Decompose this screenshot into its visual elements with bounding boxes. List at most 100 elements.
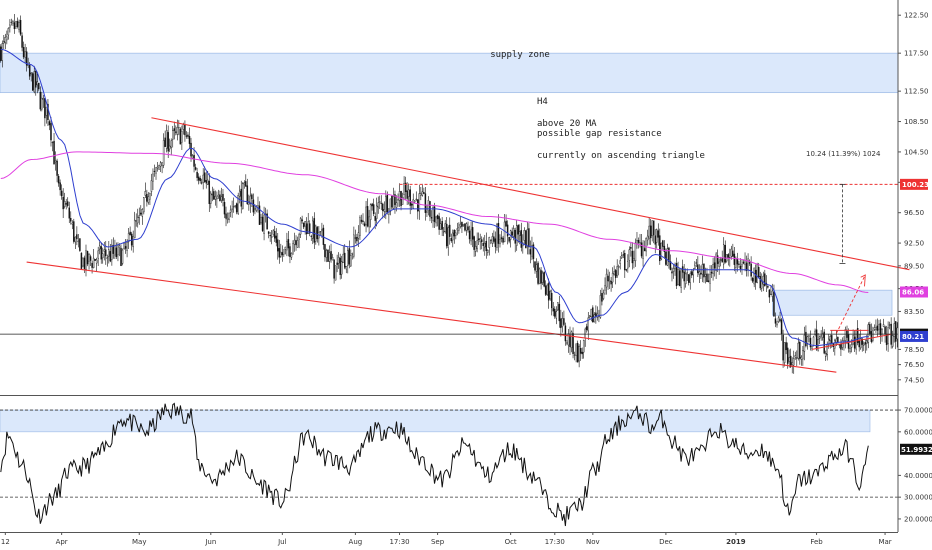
candle-body — [392, 196, 395, 209]
candle-body — [21, 35, 23, 48]
candle-body — [718, 261, 720, 267]
candle-body — [554, 308, 556, 317]
candle-body — [95, 259, 98, 264]
candle-body — [646, 235, 649, 241]
rsi-line — [0, 402, 869, 527]
candle-body — [894, 321, 897, 342]
candle-body — [709, 273, 711, 284]
candle-body — [837, 337, 839, 343]
candle-body — [558, 303, 561, 322]
annotation-ma: above 20 MA — [537, 119, 597, 129]
candle-body — [357, 232, 360, 239]
candle-body — [461, 221, 463, 227]
candle-body — [348, 248, 351, 265]
price-tick-label: 112.50 — [904, 88, 929, 96]
candle-body — [115, 247, 118, 258]
candle-body — [327, 249, 329, 262]
candle-body — [474, 246, 477, 252]
candle-body — [219, 194, 221, 202]
candle-body — [776, 323, 778, 326]
candle-body — [162, 140, 165, 166]
candle-body — [672, 268, 675, 272]
candle-body — [445, 223, 448, 247]
candle-body — [108, 249, 110, 257]
candle-body — [876, 325, 879, 331]
candle-body — [529, 249, 532, 255]
candle-body — [662, 240, 664, 247]
candle-body — [441, 221, 443, 230]
candle-body — [363, 223, 366, 227]
candle-body — [382, 203, 384, 211]
candle-body — [97, 250, 99, 259]
candle-body — [420, 193, 422, 196]
candle-body — [25, 51, 28, 66]
candle-body — [465, 223, 468, 231]
candle-body — [184, 125, 186, 136]
candle-body — [331, 257, 334, 261]
candle-body — [228, 212, 230, 220]
candle-body — [386, 194, 389, 214]
candle-body — [175, 131, 177, 133]
candle-body — [751, 278, 754, 282]
candle-body — [668, 247, 670, 263]
candle-body — [9, 24, 11, 28]
candle-body — [141, 209, 144, 217]
candle-body — [735, 257, 737, 268]
candle-body — [94, 259, 96, 261]
candle-body — [467, 226, 469, 231]
candle-body — [439, 223, 442, 230]
candle-body — [211, 193, 214, 196]
candle-body — [213, 191, 215, 200]
candle-body — [704, 274, 707, 277]
candle-body — [273, 231, 276, 239]
candle-body — [287, 239, 290, 249]
candle-body — [607, 275, 609, 282]
candle-body — [205, 180, 207, 184]
candle-body — [22, 47, 25, 58]
candle-body — [640, 242, 643, 257]
candle-body — [773, 291, 775, 317]
candle-body — [178, 127, 180, 129]
candle-body — [882, 324, 885, 327]
candle-body — [436, 215, 439, 220]
candle-body — [394, 194, 396, 205]
price-tick-label: 89.50 — [904, 262, 924, 270]
candle-body — [567, 333, 570, 346]
candle-body — [263, 214, 265, 234]
candle-body — [579, 348, 582, 354]
candle-body — [129, 231, 131, 235]
candle-body — [881, 329, 883, 335]
price-tick-label: 74.50 — [904, 376, 924, 384]
candle-body — [359, 217, 361, 236]
candle-body — [24, 51, 26, 58]
candle-body — [549, 291, 551, 300]
candle-body — [719, 259, 722, 261]
candle-body — [258, 205, 261, 225]
candle-body — [561, 318, 564, 327]
candle-body — [835, 338, 838, 343]
candle-body — [576, 342, 579, 363]
candle-body — [442, 231, 445, 233]
candle-body — [468, 230, 471, 240]
candle-body — [132, 236, 134, 248]
candle-body — [557, 302, 559, 311]
candle-body — [83, 257, 86, 270]
candle-body — [197, 176, 200, 181]
annotation-h4: H4 — [537, 97, 548, 107]
candle-body — [669, 261, 672, 270]
candle-body — [16, 21, 19, 27]
candle-body — [176, 127, 179, 135]
candle-body — [112, 245, 115, 254]
candle-body — [555, 311, 558, 319]
candle-body — [100, 246, 102, 260]
candle-body — [340, 261, 343, 275]
candle-body — [616, 266, 618, 277]
candle-body — [73, 221, 75, 242]
candle-body — [706, 273, 708, 283]
candle-body — [418, 193, 421, 212]
candle-body — [575, 343, 577, 356]
candle-body — [721, 257, 723, 263]
candle-body — [753, 267, 755, 285]
candle-body — [31, 73, 34, 91]
